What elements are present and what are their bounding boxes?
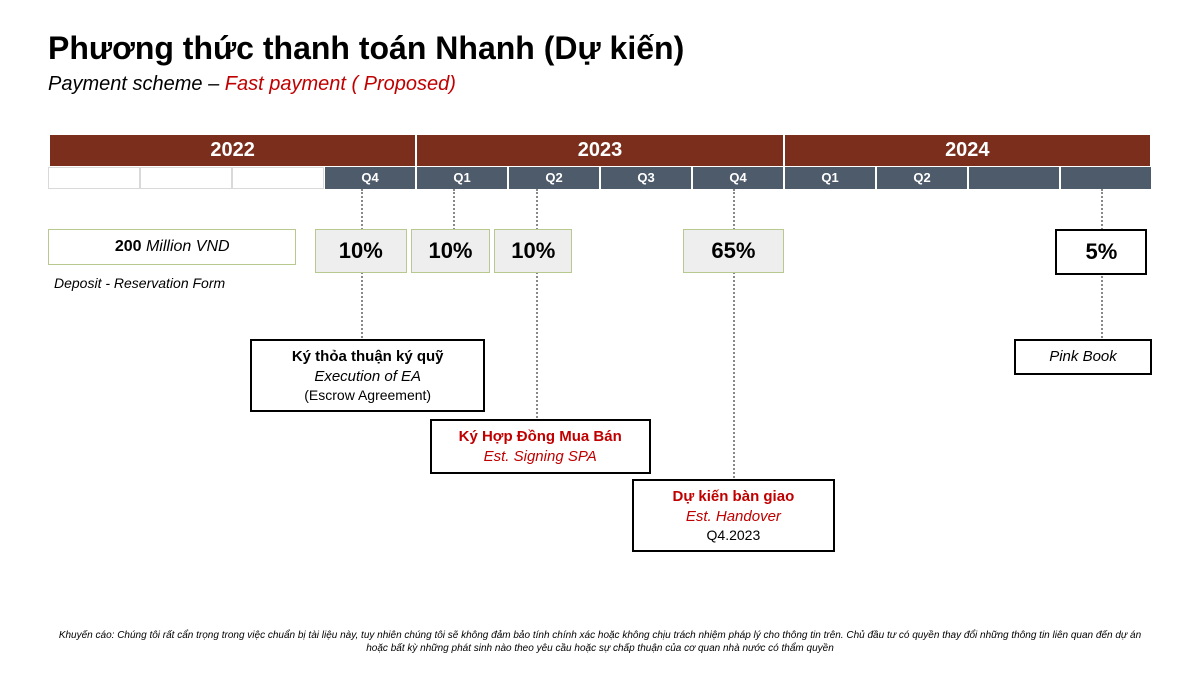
callout-pinkbook: Pink Book [1014, 339, 1152, 375]
callout-title-en: Pink Book [1026, 347, 1140, 367]
payment-box: 10% [315, 229, 407, 273]
year-row: 202220232024 [48, 134, 1152, 167]
quarter-cell: Q1 [416, 167, 508, 189]
quarter-cell-empty [968, 167, 1060, 189]
callout-spa: Ký Hợp Đồng Mua BánEst. Signing SPA [430, 419, 651, 474]
callout-handover: Dự kiến bàn giaoEst. HandoverQ4.2023 [632, 479, 834, 552]
callout-extra: Q4.2023 [644, 526, 822, 544]
deposit-label: Deposit - Reservation Form [54, 275, 225, 291]
quarter-cell: Q2 [876, 167, 968, 189]
year-cell: 2022 [49, 135, 416, 166]
callout-title-en: Execution of EA [262, 367, 473, 387]
quarter-cell: Q1 [784, 167, 876, 189]
quarter-cell: Q2 [508, 167, 600, 189]
quarter-cell-empty [140, 167, 232, 189]
year-cell: 2023 [416, 135, 783, 166]
page-title: Phương thức thanh toán Nhanh (Dự kiến) [48, 30, 1152, 67]
quarter-cell-empty [1060, 167, 1152, 189]
deposit-amount: 200 [115, 238, 142, 255]
quarter-cell-empty [232, 167, 324, 189]
callout-ea: Ký thỏa thuận ký quỹExecution of EA(Escr… [250, 339, 485, 412]
callout-title-vi: Dự kiến bàn giao [644, 487, 822, 507]
subtitle-black: Payment scheme – [48, 73, 225, 95]
quarter-cell-empty [48, 167, 140, 189]
callout-extra: (Escrow Agreement) [262, 386, 473, 404]
quarter-cell: Q4 [324, 167, 416, 189]
disclaimer: Khuyến cáo: Chúng tôi rất cẩn trọng tron… [48, 629, 1152, 655]
callout-title-en: Est. Signing SPA [442, 447, 639, 467]
callout-title-en: Est. Handover [644, 507, 822, 527]
deposit-unit: Million VND [142, 238, 230, 255]
timeline-vline [536, 189, 538, 429]
final-payment-box: 5% [1055, 229, 1147, 275]
callout-title-vi: Ký thỏa thuận ký quỹ [262, 347, 473, 367]
payment-box: 10% [411, 229, 489, 273]
timeline-area: 200 Million VND Deposit - Reservation For… [48, 189, 1152, 609]
deposit-box: 200 Million VND [48, 229, 296, 265]
quarter-cell: Q3 [600, 167, 692, 189]
quarter-cell: Q4 [692, 167, 784, 189]
subtitle-red: Fast payment ( Proposed) [225, 73, 456, 95]
payment-box: 10% [494, 229, 572, 273]
subtitle: Payment scheme – Fast payment ( Proposed… [48, 73, 1152, 96]
year-cell: 2024 [784, 135, 1151, 166]
quarter-row: Q4Q1Q2Q3Q4Q1Q2 [48, 167, 1152, 189]
payment-box: 65% [683, 229, 784, 273]
callout-title-vi: Ký Hợp Đồng Mua Bán [442, 427, 639, 447]
